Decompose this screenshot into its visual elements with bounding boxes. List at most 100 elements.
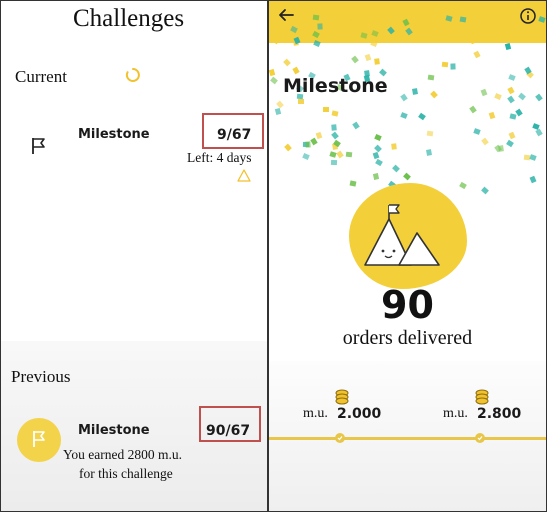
confetti-piece	[400, 112, 409, 120]
previous-challenge-name: Milestone	[78, 423, 150, 438]
confetti-piece	[529, 175, 537, 184]
confetti-piece	[316, 131, 323, 140]
confetti-piece	[269, 69, 276, 77]
confetti-piece	[535, 128, 544, 137]
reward-currency-2: m.u.	[443, 406, 468, 421]
confetti-piece	[387, 26, 395, 35]
confetti-piece	[360, 32, 368, 40]
mountain-flag-icon	[364, 204, 440, 266]
confetti-piece	[515, 108, 523, 117]
confetti-piece	[481, 137, 490, 146]
rewards-section-bg	[269, 361, 546, 511]
confetti-piece	[329, 150, 337, 158]
confetti-piece	[504, 43, 512, 51]
confetti-piece	[313, 14, 320, 21]
confetti-piece	[441, 61, 448, 68]
confetti-piece	[391, 143, 397, 151]
confetti-piece	[506, 140, 515, 148]
check-icon	[337, 436, 343, 441]
orders-label: orders delivered	[342, 327, 473, 349]
confetti-piece	[364, 54, 372, 62]
confetti-piece	[283, 58, 292, 67]
panel-divider	[267, 1, 269, 511]
flag-icon	[33, 431, 45, 447]
confetti-piece	[313, 39, 321, 47]
achievement-badge	[349, 183, 467, 289]
confetti-piece	[535, 93, 544, 102]
confetti-piece	[302, 152, 310, 160]
confetti-piece	[316, 23, 323, 30]
confetti-piece	[426, 149, 433, 156]
confetti-piece	[293, 37, 301, 45]
current-challenge-progress: 9/67	[217, 127, 252, 143]
confetti-piece	[411, 87, 418, 95]
highlight-box-previous	[199, 406, 261, 442]
confetti-piece	[450, 63, 456, 70]
confetti-piece	[292, 67, 300, 75]
confetti-piece	[399, 93, 408, 102]
current-challenge-time-left: Left: 4 days	[187, 150, 252, 165]
milestone-title: Milestone	[283, 75, 388, 97]
current-challenge-name: Milestone	[78, 127, 150, 142]
highlight-box-current	[202, 113, 264, 149]
milestone-detail-panel: Milestone 90 orders delivered m.u. 2.000	[269, 1, 546, 511]
current-challenge-row[interactable]: Milestone 9/67 Left: 4 days	[1, 113, 267, 193]
confetti-piece	[445, 15, 453, 23]
confetti-piece	[370, 40, 378, 47]
coins-icon	[475, 389, 489, 405]
reward-item-2: m.u. 2.800	[441, 387, 541, 427]
check-icon	[477, 436, 483, 441]
confetti-piece	[351, 56, 360, 64]
earned-text-line1: You earned 2800 m.u.	[63, 447, 182, 462]
confetti-piece	[373, 172, 380, 180]
confetti-piece	[494, 92, 503, 100]
confetti-piece	[523, 30, 530, 36]
earned-text-line2: for this challenge	[79, 466, 173, 481]
confetti-piece	[428, 74, 435, 81]
confetti-piece	[284, 143, 293, 152]
confetti-piece	[414, 23, 422, 30]
milestone-dot-1	[335, 433, 345, 443]
previous-challenge-progress: 90/67	[206, 423, 251, 439]
confetti-piece	[529, 153, 537, 161]
confetti-piece	[418, 112, 427, 121]
confetti-piece	[269, 76, 278, 85]
previous-heading: Previous	[11, 367, 71, 386]
reward-currency-1: m.u.	[303, 406, 328, 421]
warning-icon	[237, 169, 251, 182]
confetti-piece	[322, 107, 330, 113]
confetti-piece	[373, 57, 380, 65]
confetti-piece	[509, 113, 517, 121]
confetti-piece	[537, 16, 546, 24]
confetti-piece	[298, 98, 305, 104]
confetti-piece	[274, 107, 281, 116]
confetti-piece	[433, 34, 441, 43]
info-icon[interactable]	[519, 7, 537, 25]
confetti-piece	[473, 50, 481, 58]
confetti-piece	[507, 86, 515, 95]
confetti-piece	[427, 130, 434, 137]
confetti-piece	[305, 141, 311, 148]
previous-challenge-row[interactable]: Milestone 90/67 You earned 2800 m.u. for…	[1, 407, 267, 497]
confetti-piece	[473, 128, 481, 136]
coins-icon	[335, 389, 349, 405]
confetti-piece	[374, 134, 383, 142]
confetti-piece	[517, 92, 526, 101]
confetti-piece	[374, 159, 383, 167]
confetti-piece	[309, 137, 318, 146]
confetti-piece	[272, 36, 280, 45]
confetti	[269, 1, 546, 201]
page-title: Challenges	[73, 5, 185, 32]
orders-count: 90	[381, 283, 434, 327]
milestone-dot-2	[475, 433, 485, 443]
confetti-piece	[459, 16, 467, 23]
confetti-piece	[331, 124, 337, 131]
confetti-piece	[402, 172, 411, 180]
confetti-piece	[508, 131, 516, 139]
confetti-piece	[480, 187, 489, 195]
back-arrow-icon[interactable]	[277, 7, 295, 23]
reward-amount-2: 2.800	[477, 406, 522, 422]
confetti-piece	[330, 160, 338, 166]
confetti-piece	[370, 29, 379, 37]
flag-badge	[17, 418, 61, 462]
